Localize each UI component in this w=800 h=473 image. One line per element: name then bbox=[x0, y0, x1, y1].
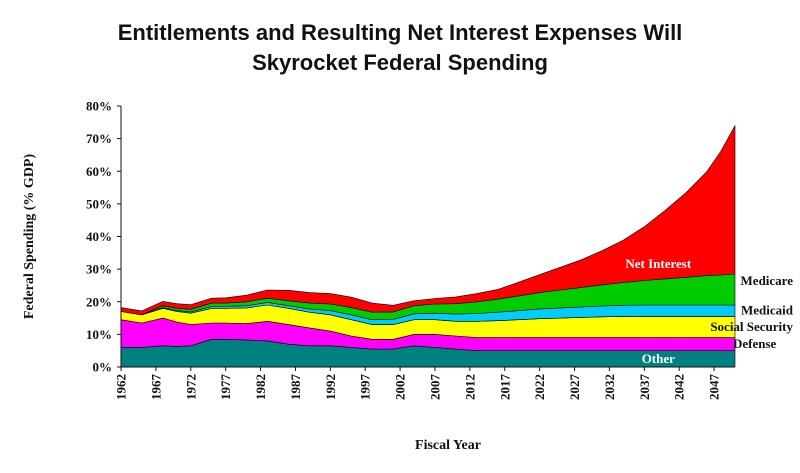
stacked-areas bbox=[120, 125, 736, 368]
x-tick-label: 1997 bbox=[358, 374, 373, 401]
y-axis-title: Federal Spending (% GDP) bbox=[22, 154, 37, 320]
y-tick-label: 80% bbox=[86, 99, 112, 114]
x-tick-label: 1987 bbox=[288, 374, 303, 401]
x-tick-label: 2047 bbox=[707, 374, 722, 401]
series-label-medicaid: Medicaid bbox=[741, 303, 794, 318]
x-tick-label: 2037 bbox=[637, 374, 652, 401]
x-tick-label: 2002 bbox=[393, 374, 408, 400]
y-tick-label: 30% bbox=[86, 262, 112, 277]
series-label-social-security: Social Security bbox=[710, 319, 793, 334]
chart-title: Entitlements and Resulting Net Interest … bbox=[117, 20, 683, 75]
x-tick-label: 1962 bbox=[114, 374, 129, 400]
x-tick-label: 1967 bbox=[148, 374, 163, 401]
x-tick-label: 2007 bbox=[428, 374, 443, 401]
x-tick-label: 2027 bbox=[567, 374, 582, 401]
x-tick-label: 1982 bbox=[253, 374, 268, 400]
x-tick-label: 2017 bbox=[497, 374, 512, 401]
x-tick-label: 1992 bbox=[323, 374, 338, 400]
series-label-defense: Defense bbox=[733, 336, 777, 351]
y-tick-label: 60% bbox=[86, 164, 112, 179]
series-label-other: Other bbox=[642, 351, 675, 366]
x-tick-label: 2042 bbox=[672, 374, 687, 400]
y-tick-label: 70% bbox=[86, 131, 112, 146]
y-tick-label: 40% bbox=[86, 229, 112, 244]
x-tick-label: 1972 bbox=[183, 374, 198, 400]
area-net-interest bbox=[120, 125, 736, 316]
x-axis-title: Fiscal Year bbox=[415, 438, 481, 453]
x-tick-label: 1977 bbox=[218, 374, 233, 401]
y-tick-labels: 0% 10% 20% 30% 40% 50% 60% 70% 80% bbox=[86, 99, 121, 375]
x-tick-labels: 1962 1967 1972 1977 1982 1987 1992 1997 2002 2007… bbox=[114, 367, 722, 400]
series-label-net-interest: Net Interest bbox=[625, 256, 691, 271]
series-label-medicare: Medicare bbox=[741, 273, 794, 288]
x-tick-label: 2012 bbox=[462, 374, 477, 400]
x-tick-label: 2022 bbox=[532, 374, 547, 400]
x-tick-label: 2032 bbox=[602, 374, 617, 400]
y-tick-label: 10% bbox=[86, 327, 112, 342]
y-tick-label: 20% bbox=[86, 294, 112, 309]
y-tick-label: 0% bbox=[93, 360, 113, 375]
y-tick-label: 50% bbox=[86, 196, 112, 211]
